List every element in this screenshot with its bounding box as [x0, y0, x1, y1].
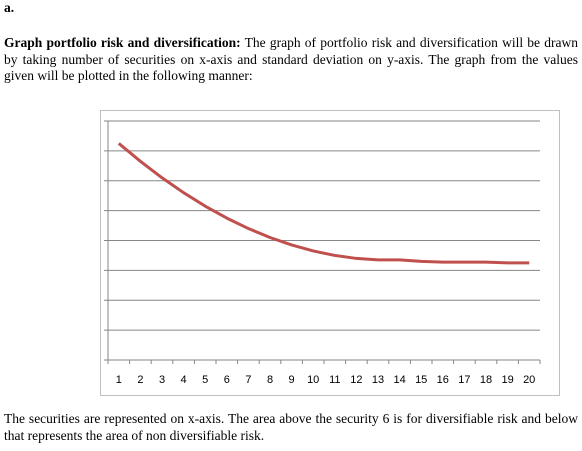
series-line	[117, 142, 530, 265]
x-tick-label: 5	[202, 374, 208, 386]
x-tick-label: 4	[181, 374, 187, 386]
x-tick-label: 6	[224, 374, 230, 386]
x-tick-label: 12	[350, 374, 362, 386]
x-tick-label: 11	[329, 374, 340, 386]
x-tick-label: 20	[523, 374, 535, 386]
x-tick-label: 7	[245, 374, 251, 386]
paragraph: The securities are represented on x-axis…	[4, 411, 578, 443]
x-tick-label: 17	[458, 374, 470, 386]
x-tick-label: 14	[393, 374, 405, 386]
bold-lead: Graph portfolio risk and diversification…	[4, 35, 241, 50]
chart: 0246810121416123456789101112131415161718…	[84, 115, 541, 386]
x-tick-label: 3	[159, 374, 165, 386]
x-tick-label: 16	[437, 374, 449, 386]
x-tick-label: 9	[289, 374, 295, 386]
heading: a.	[4, 0, 15, 15]
x-tick-label: 19	[501, 374, 513, 386]
chart-frame: 0246810121416123456789101112131415161718…	[84, 110, 560, 396]
x-tick-label: 1	[116, 374, 122, 386]
paragraph-text: The graph of portfolio risk and diversif…	[4, 35, 578, 83]
x-tick-label: 15	[415, 374, 427, 386]
x-tick-label: 18	[480, 374, 492, 386]
x-tick-label: 8	[267, 374, 273, 386]
x-tick-label: 13	[372, 374, 384, 386]
x-tick-label: 2	[137, 374, 143, 386]
paragraph: Graph portfolio risk and diversification…	[4, 35, 578, 85]
x-tick-label: 10	[307, 374, 319, 386]
